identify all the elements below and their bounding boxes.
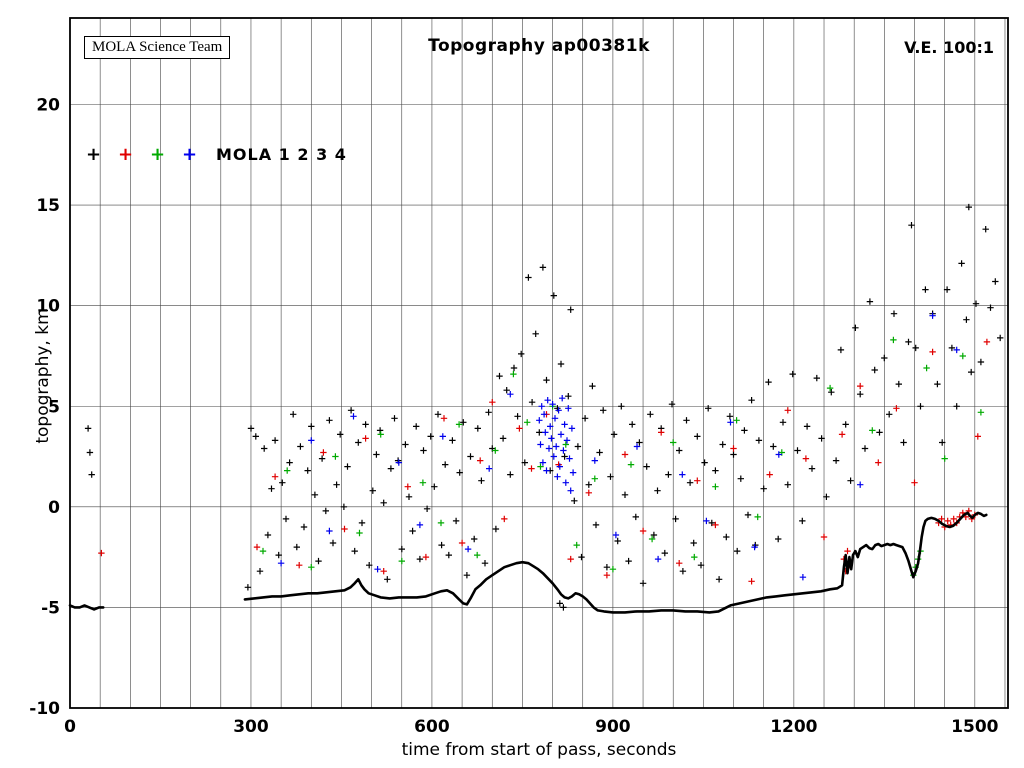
scatter-series-mola-3 (259, 336, 985, 579)
x-tick-label: 900 (595, 717, 631, 737)
plot-title: Topography ap00381k (428, 36, 650, 56)
ground-track-line (243, 511, 988, 614)
ground-track-line (68, 604, 105, 611)
legend-marker-mola4-plus-icon: + (182, 144, 198, 165)
legend-marker-mola3-plus-icon: + (150, 144, 166, 165)
x-tick-label: 1200 (770, 717, 817, 737)
credit-box: MOLA Science Team (84, 36, 231, 59)
plot-border (69, 17, 1009, 709)
legend: + + + + MOLA 1 2 3 4 (86, 146, 347, 164)
scatter-series-mola-2 (98, 338, 991, 585)
x-tick-label: 300 (233, 717, 269, 737)
scatter-series-mola-4 (277, 312, 960, 581)
vertical-exaggeration-label: V.E. 100:1 (904, 38, 994, 57)
y-tick-label: 15 (36, 196, 60, 216)
y-tick-label: 5 (48, 397, 60, 417)
legend-label: MOLA 1 2 3 4 (216, 145, 347, 164)
x-tick-label: 1500 (951, 717, 998, 737)
x-tick-label: 0 (64, 717, 76, 737)
legend-marker-mola2-plus-icon: + (118, 144, 134, 165)
scatter-series-mola-1 (84, 203, 1004, 611)
y-tick-label: -10 (29, 699, 60, 719)
y-tick-label: -5 (41, 598, 60, 618)
y-tick-label: 10 (36, 297, 60, 317)
y-axis-title: topography, km (33, 308, 53, 444)
x-tick-label: 600 (414, 717, 450, 737)
legend-marker-mola1-plus-icon: + (86, 144, 102, 165)
y-tick-label: 20 (36, 96, 60, 116)
y-tick-label: 0 (48, 498, 60, 518)
x-axis-title: time from start of pass, seconds (401, 740, 677, 760)
